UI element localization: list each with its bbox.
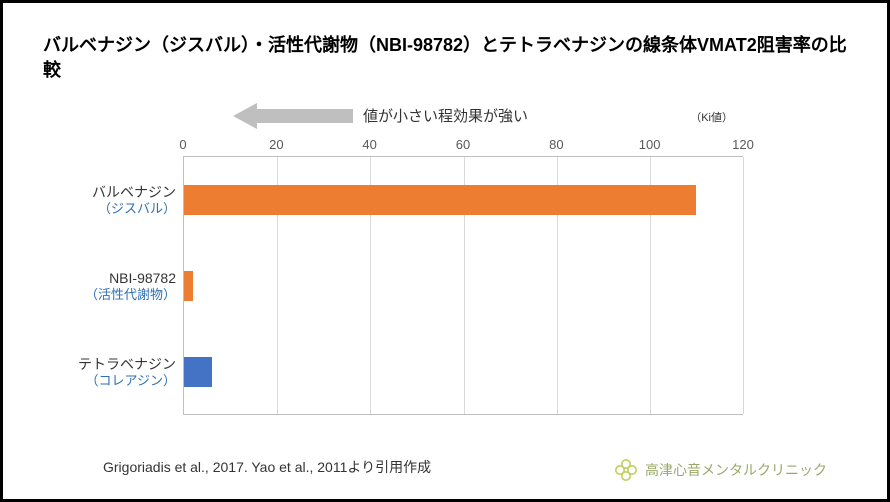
y-label-sub: （活性代謝物） xyxy=(44,287,176,303)
chart-annotation-text: 値が小さい程効果が強い xyxy=(363,105,528,126)
chart-annotation-row: 値が小さい程効果が強い （Ki値） xyxy=(183,101,743,131)
y-label: バルベナジン（ジスバル） xyxy=(44,184,184,218)
x-tick-label: 80 xyxy=(549,137,563,152)
x-tick-label: 20 xyxy=(269,137,283,152)
brand-name: 高津心音メンタルクリニック xyxy=(645,460,827,480)
bar-row: NBI-98782（活性代謝物） xyxy=(184,243,743,329)
x-tick-label: 40 xyxy=(362,137,376,152)
citation-text: Grigoriadis et al., 2017. Yao et al., 20… xyxy=(103,457,431,477)
y-label-sub: （ジスバル） xyxy=(44,201,176,217)
chart-container: 値が小さい程効果が強い （Ki値） 020406080100120 バルベナジン… xyxy=(183,101,743,415)
gridline xyxy=(743,157,744,414)
y-label-sub: （コレアジン） xyxy=(44,373,176,389)
x-tick-label: 0 xyxy=(179,137,186,152)
arrow-left-icon xyxy=(233,103,353,129)
chart-ki-label: （Ki値） xyxy=(690,109,733,125)
y-label: NBI-98782（活性代謝物） xyxy=(44,270,184,304)
bar xyxy=(184,271,193,301)
bar-row: バルベナジン（ジスバル） xyxy=(184,157,743,243)
x-tick-label: 60 xyxy=(456,137,470,152)
y-label-main: NBI-98782 xyxy=(44,270,176,288)
bar xyxy=(184,185,696,215)
bar-row: テトラベナジン（コレアジン） xyxy=(184,329,743,415)
brand-logo-icon xyxy=(613,457,639,483)
y-label: テトラベナジン（コレアジン） xyxy=(44,356,184,390)
x-tick-label: 120 xyxy=(732,137,754,152)
page-title: バルベナジン（ジスバル）・活性代謝物（NBI-98782）とテトラベナジンの線条… xyxy=(43,33,847,83)
bar xyxy=(184,357,212,387)
plot-area: バルベナジン（ジスバル）NBI-98782（活性代謝物）テトラベナジン（コレアジ… xyxy=(183,157,743,415)
x-tick-label: 100 xyxy=(639,137,661,152)
brand: 高津心音メンタルクリニック xyxy=(613,457,827,483)
x-axis: 020406080100120 xyxy=(183,135,743,157)
y-label-main: バルベナジン xyxy=(44,184,176,202)
y-label-main: テトラベナジン xyxy=(44,356,176,374)
